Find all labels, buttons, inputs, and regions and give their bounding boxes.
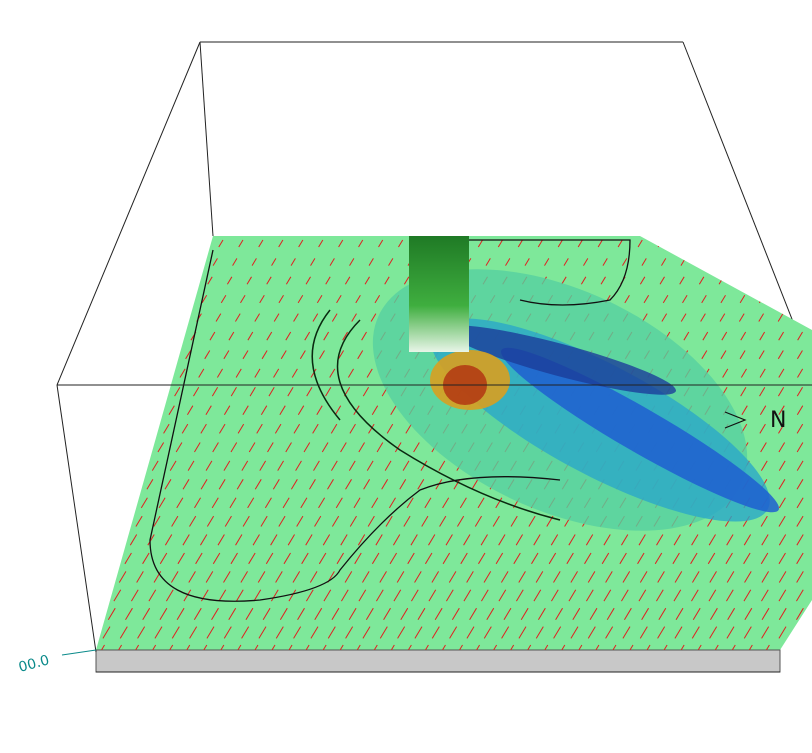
- vector-arrow: [720, 258, 724, 265]
- vector-arrow: [738, 240, 742, 247]
- vector-arrow: [798, 277, 802, 284]
- vector-arrow: [718, 240, 722, 247]
- vector-arrow: [678, 240, 682, 247]
- vector-arrow: [759, 295, 764, 303]
- column: [409, 236, 469, 352]
- vector-arrow: [778, 277, 782, 284]
- vector-arrow: [796, 627, 803, 639]
- vector-arrow: [798, 314, 803, 322]
- plane-edge: [96, 650, 780, 672]
- vector-arrow: [758, 277, 762, 284]
- vector-arrow: [700, 258, 704, 265]
- base-label: 00.0: [17, 650, 96, 676]
- vector-arrow: [698, 240, 702, 247]
- vector-arrow: [798, 295, 803, 303]
- vector-arrow: [658, 240, 662, 247]
- vector-arrow: [739, 277, 743, 284]
- base-value-label: 00.0: [17, 652, 51, 676]
- vector-arrow: [798, 240, 802, 247]
- north-label: N: [770, 408, 786, 433]
- scene-view: N 00.0: [0, 0, 812, 753]
- vector-arrow: [778, 258, 782, 265]
- vector-arrow: [739, 258, 743, 265]
- vector-arrow: [798, 258, 802, 265]
- vector-arrow: [759, 258, 763, 265]
- vector-arrow: [779, 295, 784, 303]
- vector-arrow: [796, 645, 803, 657]
- vector-arrow: [778, 240, 782, 247]
